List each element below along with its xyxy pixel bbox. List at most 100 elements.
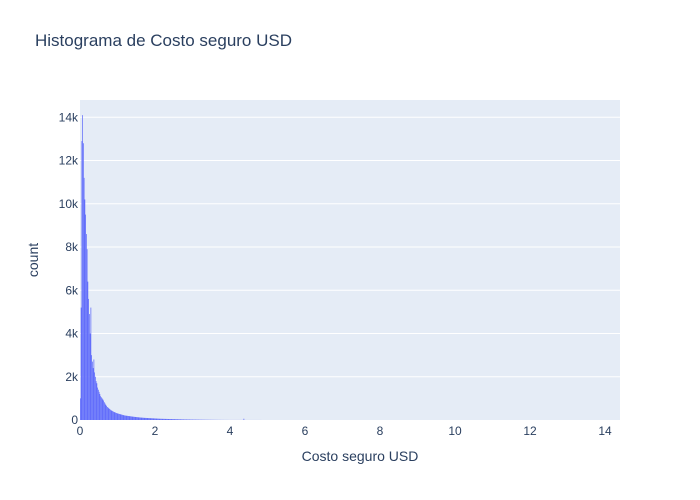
histogram-bar (144, 417, 146, 420)
histogram-bar (176, 419, 177, 420)
histogram-bar (181, 419, 182, 420)
histogram-bar (167, 418, 169, 420)
histogram-bar (97, 387, 98, 420)
histogram-bar (133, 416, 134, 420)
histogram-bar (107, 407, 109, 420)
histogram-bar (171, 419, 173, 420)
histogram-bar (125, 415, 126, 420)
histogram-bar (110, 410, 112, 420)
histogram-bar (150, 418, 152, 420)
histogram-bar (169, 419, 170, 420)
histogram-bar (142, 417, 143, 420)
histogram-bar (110, 409, 111, 420)
y-tick-label: 4k (65, 327, 79, 341)
histogram-bar (141, 417, 143, 420)
histogram-bar (143, 417, 144, 420)
histogram-bar (185, 419, 186, 420)
histogram-bar (116, 413, 118, 420)
histogram-bar (87, 281, 89, 420)
histogram-bar (86, 249, 88, 420)
y-tick-label: 6k (65, 283, 79, 297)
histogram-bar (156, 418, 158, 420)
histogram-bar (164, 418, 166, 420)
x-tick-label: 2 (152, 424, 159, 438)
histogram-bar (111, 410, 113, 420)
histogram-bar (127, 415, 128, 420)
histogram-bar (95, 376, 96, 420)
histogram-bar (85, 214, 86, 420)
y-tick-label: 0 (71, 413, 78, 427)
histogram-bar (139, 417, 140, 420)
y-tick-label: 10k (59, 197, 79, 211)
histogram-bar (170, 419, 171, 420)
x-tick-label: 6 (302, 424, 309, 438)
histogram-bar (120, 414, 122, 420)
histogram-bar (140, 417, 142, 420)
histogram-bar (83, 143, 84, 421)
histogram-bar (134, 416, 136, 420)
histogram-bar (129, 416, 131, 420)
histogram-bar (173, 419, 175, 420)
histogram-bar (119, 413, 120, 420)
histogram-bar (148, 418, 149, 420)
histogram-bar (154, 418, 155, 420)
histogram-bar (109, 408, 110, 420)
histogram-bar (158, 418, 160, 420)
histogram-bar (81, 141, 83, 420)
histogram-bar (101, 397, 102, 420)
histogram-bar (122, 414, 123, 420)
histogram-bar (104, 402, 105, 420)
histogram-bar (106, 405, 107, 420)
histogram-bar (102, 399, 104, 420)
histogram-bar (119, 414, 121, 420)
chart-title: Histograma de Costo seguro USD (35, 31, 293, 50)
histogram-bar (155, 418, 157, 420)
histogram-bar (98, 389, 99, 420)
histogram-bar (89, 333, 91, 420)
histogram-bar (173, 419, 174, 420)
histogram-bar (184, 419, 185, 420)
grid-lines (80, 116, 620, 378)
histogram-bar (80, 307, 82, 420)
histogram-bar (161, 418, 163, 420)
histogram-bar (163, 418, 164, 420)
y-tick-label: 8k (65, 240, 79, 254)
histogram-bar (143, 417, 145, 420)
histogram-bar (124, 415, 125, 420)
histogram-bar (172, 419, 173, 420)
histogram-bar (113, 412, 115, 420)
y-axis-title: count (25, 243, 41, 277)
histogram-bar (151, 418, 152, 420)
histogram-bar (182, 419, 183, 420)
histogram-bar (83, 177, 85, 420)
histogram-bar (99, 394, 101, 420)
histogram-bar (152, 418, 153, 420)
histogram-bar (140, 417, 141, 420)
histogram-bar (149, 418, 151, 420)
histogram-bar (146, 418, 148, 420)
histogram-bar (145, 417, 146, 420)
histogram-bar (118, 413, 119, 420)
histogram-bar (107, 407, 108, 420)
histogram-bar (153, 418, 155, 420)
histogram-bar (183, 419, 185, 420)
y-axis-ticks: 0 2k 4k 6k 8k 10k 12k 14k (59, 110, 79, 427)
histogram-bar (96, 383, 98, 420)
histogram-bar (131, 416, 133, 420)
histogram-bar (122, 415, 124, 420)
x-tick-label: 10 (448, 424, 462, 438)
histogram-bar (174, 419, 176, 420)
histogram-bar (176, 419, 178, 420)
histogram-bar (98, 391, 100, 420)
histogram-bar (158, 418, 159, 420)
histogram-bar (166, 418, 167, 420)
histogram-bar (132, 416, 134, 420)
x-tick-label: 8 (377, 424, 384, 438)
histogram-bar (165, 418, 167, 420)
histogram-bar (105, 404, 107, 420)
histogram-bar (116, 412, 117, 420)
histogram-bar (155, 418, 156, 420)
histogram-bar (136, 417, 137, 420)
histogram-bar (147, 418, 149, 420)
